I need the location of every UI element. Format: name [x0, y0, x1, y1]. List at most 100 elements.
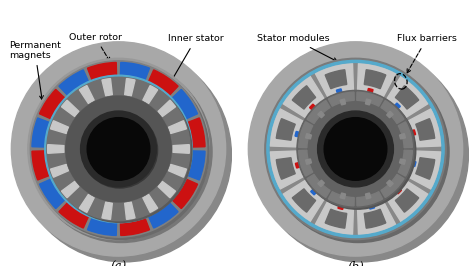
Wedge shape: [307, 174, 330, 197]
Circle shape: [66, 96, 171, 202]
Wedge shape: [62, 100, 79, 117]
Wedge shape: [102, 202, 112, 219]
Wedge shape: [172, 179, 198, 209]
Wedge shape: [125, 202, 135, 219]
Wedge shape: [398, 122, 412, 148]
Wedge shape: [357, 63, 396, 97]
Wedge shape: [400, 134, 405, 139]
Wedge shape: [416, 158, 435, 179]
Wedge shape: [143, 86, 158, 103]
Wedge shape: [306, 159, 311, 164]
Wedge shape: [318, 111, 324, 118]
Wedge shape: [315, 63, 354, 97]
Circle shape: [318, 111, 393, 187]
Circle shape: [33, 63, 209, 239]
Wedge shape: [357, 192, 383, 206]
Circle shape: [87, 118, 150, 180]
Wedge shape: [270, 151, 303, 189]
Wedge shape: [366, 89, 373, 100]
Circle shape: [82, 112, 157, 188]
Wedge shape: [283, 180, 324, 222]
Wedge shape: [276, 119, 295, 140]
Wedge shape: [125, 78, 135, 96]
Wedge shape: [387, 111, 393, 118]
Wedge shape: [381, 101, 404, 123]
Wedge shape: [88, 217, 117, 235]
Text: (b): (b): [347, 261, 364, 266]
Wedge shape: [295, 131, 307, 138]
Wedge shape: [158, 181, 175, 198]
Wedge shape: [315, 201, 354, 235]
Wedge shape: [299, 150, 313, 176]
Wedge shape: [328, 92, 354, 106]
Wedge shape: [39, 89, 65, 119]
Wedge shape: [172, 89, 198, 119]
Wedge shape: [310, 104, 320, 115]
Wedge shape: [340, 99, 346, 105]
Circle shape: [31, 61, 212, 243]
Circle shape: [11, 42, 226, 256]
Wedge shape: [148, 202, 178, 228]
Wedge shape: [270, 109, 303, 147]
Wedge shape: [387, 180, 428, 222]
Wedge shape: [292, 189, 316, 212]
Wedge shape: [357, 201, 396, 235]
Wedge shape: [367, 198, 374, 209]
Circle shape: [268, 61, 449, 243]
Wedge shape: [340, 193, 346, 199]
Wedge shape: [143, 194, 158, 212]
Circle shape: [248, 42, 463, 256]
Wedge shape: [404, 130, 416, 137]
Wedge shape: [395, 86, 419, 109]
Text: Permanent
magnets: Permanent magnets: [9, 40, 61, 100]
Wedge shape: [395, 189, 419, 212]
Circle shape: [265, 58, 446, 240]
Circle shape: [81, 111, 156, 187]
Circle shape: [267, 61, 444, 237]
Circle shape: [299, 92, 416, 209]
Wedge shape: [390, 103, 401, 114]
Wedge shape: [337, 89, 344, 100]
Wedge shape: [47, 145, 64, 153]
Wedge shape: [299, 122, 313, 148]
Wedge shape: [325, 70, 347, 89]
Circle shape: [47, 77, 190, 221]
Wedge shape: [307, 101, 330, 123]
Wedge shape: [32, 151, 50, 180]
Wedge shape: [306, 134, 311, 139]
Wedge shape: [328, 192, 354, 206]
Text: Inner stator: Inner stator: [168, 35, 224, 86]
Circle shape: [30, 61, 207, 237]
Wedge shape: [79, 194, 94, 212]
Wedge shape: [295, 161, 307, 168]
Circle shape: [28, 58, 209, 240]
Wedge shape: [365, 193, 371, 199]
Text: (a): (a): [110, 261, 127, 266]
Wedge shape: [416, 119, 435, 140]
Wedge shape: [168, 121, 186, 134]
Wedge shape: [120, 63, 149, 81]
Wedge shape: [88, 63, 117, 81]
Wedge shape: [148, 70, 178, 96]
Wedge shape: [318, 180, 324, 187]
Wedge shape: [408, 109, 441, 147]
Wedge shape: [310, 184, 321, 195]
Wedge shape: [39, 179, 65, 209]
Wedge shape: [391, 183, 401, 194]
Wedge shape: [283, 76, 324, 118]
Circle shape: [254, 48, 468, 262]
Wedge shape: [387, 180, 393, 187]
Wedge shape: [404, 160, 416, 167]
Wedge shape: [51, 121, 69, 134]
Wedge shape: [187, 118, 205, 147]
Wedge shape: [59, 70, 89, 96]
Wedge shape: [400, 159, 405, 164]
Circle shape: [17, 48, 231, 262]
Circle shape: [65, 96, 172, 202]
Circle shape: [324, 118, 387, 180]
Text: Flux barriers: Flux barriers: [397, 35, 456, 73]
Circle shape: [48, 79, 192, 222]
Text: Stator modules: Stator modules: [257, 35, 337, 61]
Wedge shape: [408, 151, 441, 189]
Wedge shape: [357, 92, 383, 106]
